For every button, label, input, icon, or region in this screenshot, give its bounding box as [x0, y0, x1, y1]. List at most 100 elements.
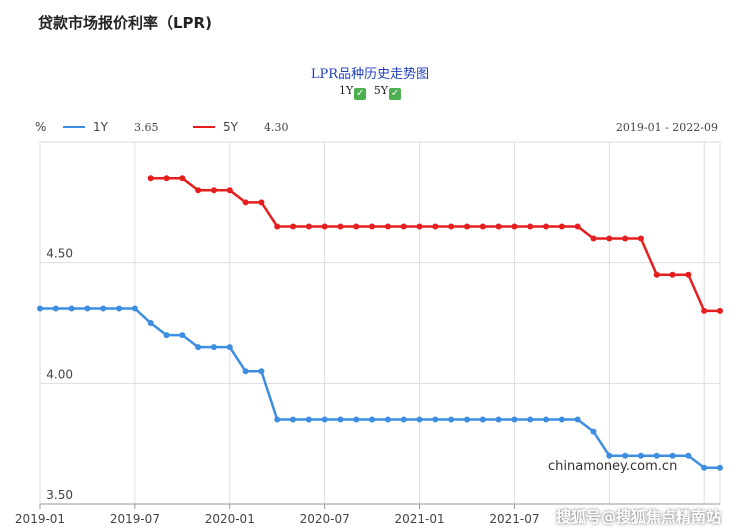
- x-tick-label: 2020-01: [205, 512, 255, 526]
- data-point-5y: [543, 223, 550, 230]
- data-point-1y: [163, 332, 170, 339]
- legend-name-1y: 1Y: [93, 120, 108, 134]
- data-point-1y: [574, 416, 581, 423]
- x-tick-label: 2021-07: [489, 512, 539, 526]
- legend-value-5y: 4.30: [263, 120, 289, 134]
- unit-label: %: [35, 120, 47, 134]
- legend-swatch-1y: [63, 126, 85, 128]
- toggle-5y[interactable]: 5Y ✓: [373, 84, 402, 100]
- y-tick-label: 4.00: [46, 367, 73, 381]
- data-point-1y: [369, 416, 376, 423]
- data-point-1y: [147, 320, 154, 326]
- data-point-1y: [274, 416, 281, 423]
- legend-name-5y: 5Y: [223, 120, 238, 134]
- data-point-5y: [210, 187, 217, 194]
- data-point-5y: [163, 175, 170, 182]
- series-line-5y: [150, 176, 720, 313]
- toggle-5y-label: 5Y: [373, 84, 389, 97]
- data-point-5y: [147, 175, 154, 182]
- x-tick-label: 2019-01: [15, 512, 65, 526]
- data-point-5y: [495, 223, 502, 230]
- checkbox-checked-icon[interactable]: ✓: [354, 88, 367, 100]
- data-point-1y: [384, 416, 391, 423]
- data-point-1y: [637, 452, 644, 459]
- data-point-1y: [717, 464, 723, 471]
- data-point-5y: [558, 223, 565, 230]
- plot-area: [39, 141, 721, 505]
- data-point-1y: [511, 416, 518, 423]
- data-point-5y: [258, 199, 265, 206]
- data-point-1y: [669, 452, 676, 459]
- legend-1y: 1Y 3.65: [63, 120, 158, 134]
- data-point-1y: [84, 305, 91, 312]
- data-point-1y: [527, 416, 534, 423]
- data-point-1y: [68, 305, 75, 312]
- x-tick-label: 2019-07: [110, 512, 160, 526]
- chart-title: LPR品种历史走势图: [310, 67, 430, 82]
- data-point-1y: [606, 452, 613, 459]
- y-tick-label: 4.50: [46, 247, 73, 261]
- data-point-5y: [353, 223, 360, 230]
- data-point-1y: [195, 344, 202, 351]
- data-point-5y: [448, 223, 455, 230]
- data-point-1y: [416, 416, 423, 423]
- data-point-1y: [400, 416, 407, 423]
- data-point-5y: [511, 223, 518, 230]
- data-point-5y: [290, 223, 297, 230]
- x-tick-label: 2021-01: [394, 512, 444, 526]
- data-point-5y: [274, 223, 281, 230]
- data-point-5y: [637, 235, 644, 242]
- data-point-5y: [669, 271, 676, 278]
- data-point-5y: [653, 271, 660, 278]
- data-point-1y: [226, 344, 233, 351]
- data-point-5y: [463, 223, 470, 230]
- data-point-5y: [606, 235, 613, 242]
- data-point-5y: [226, 187, 233, 194]
- data-point-5y: [369, 223, 376, 230]
- data-point-5y: [574, 223, 581, 230]
- data-point-1y: [210, 344, 217, 351]
- data-point-1y: [353, 416, 360, 423]
- data-point-1y: [685, 452, 692, 459]
- data-point-1y: [701, 464, 708, 471]
- data-point-5y: [242, 199, 249, 206]
- data-point-5y: [527, 223, 534, 230]
- data-point-1y: [463, 416, 470, 423]
- series-line-1y: [40, 307, 720, 470]
- data-point-1y: [432, 416, 439, 423]
- checkbox-checked-icon[interactable]: ✓: [389, 88, 402, 100]
- series-toggles: 1Y ✓ 5Y ✓: [0, 84, 740, 100]
- data-point-5y: [590, 235, 597, 242]
- data-point-1y: [653, 452, 660, 459]
- data-point-1y: [543, 416, 550, 423]
- data-point-1y: [290, 416, 297, 423]
- legend-value-1y: 3.65: [133, 120, 159, 134]
- data-point-1y: [37, 305, 43, 312]
- data-point-5y: [416, 223, 423, 230]
- data-point-1y: [131, 305, 138, 312]
- data-point-1y: [116, 305, 123, 312]
- data-point-1y: [258, 368, 265, 375]
- page-title: 贷款市场报价利率（LPR): [38, 14, 212, 32]
- data-point-1y: [479, 416, 486, 423]
- data-point-5y: [195, 187, 202, 194]
- data-point-5y: [384, 223, 391, 230]
- data-point-1y: [100, 305, 107, 312]
- data-point-5y: [321, 223, 328, 230]
- source-watermark: chinamoney.com.cn: [548, 459, 678, 474]
- data-point-1y: [622, 452, 629, 459]
- data-point-1y: [242, 368, 249, 375]
- data-point-5y: [685, 271, 692, 278]
- toggle-1y-label: 1Y: [338, 84, 354, 97]
- data-point-5y: [179, 175, 186, 182]
- legend-swatch-5y: [193, 126, 215, 128]
- data-point-5y: [622, 235, 629, 242]
- data-point-5y: [432, 223, 439, 230]
- data-point-5y: [305, 223, 312, 230]
- data-point-1y: [305, 416, 312, 423]
- data-point-1y: [179, 332, 186, 339]
- toggle-1y[interactable]: 1Y ✓: [338, 84, 367, 100]
- legend-5y: 5Y 4.30: [193, 120, 288, 134]
- data-point-5y: [701, 307, 708, 314]
